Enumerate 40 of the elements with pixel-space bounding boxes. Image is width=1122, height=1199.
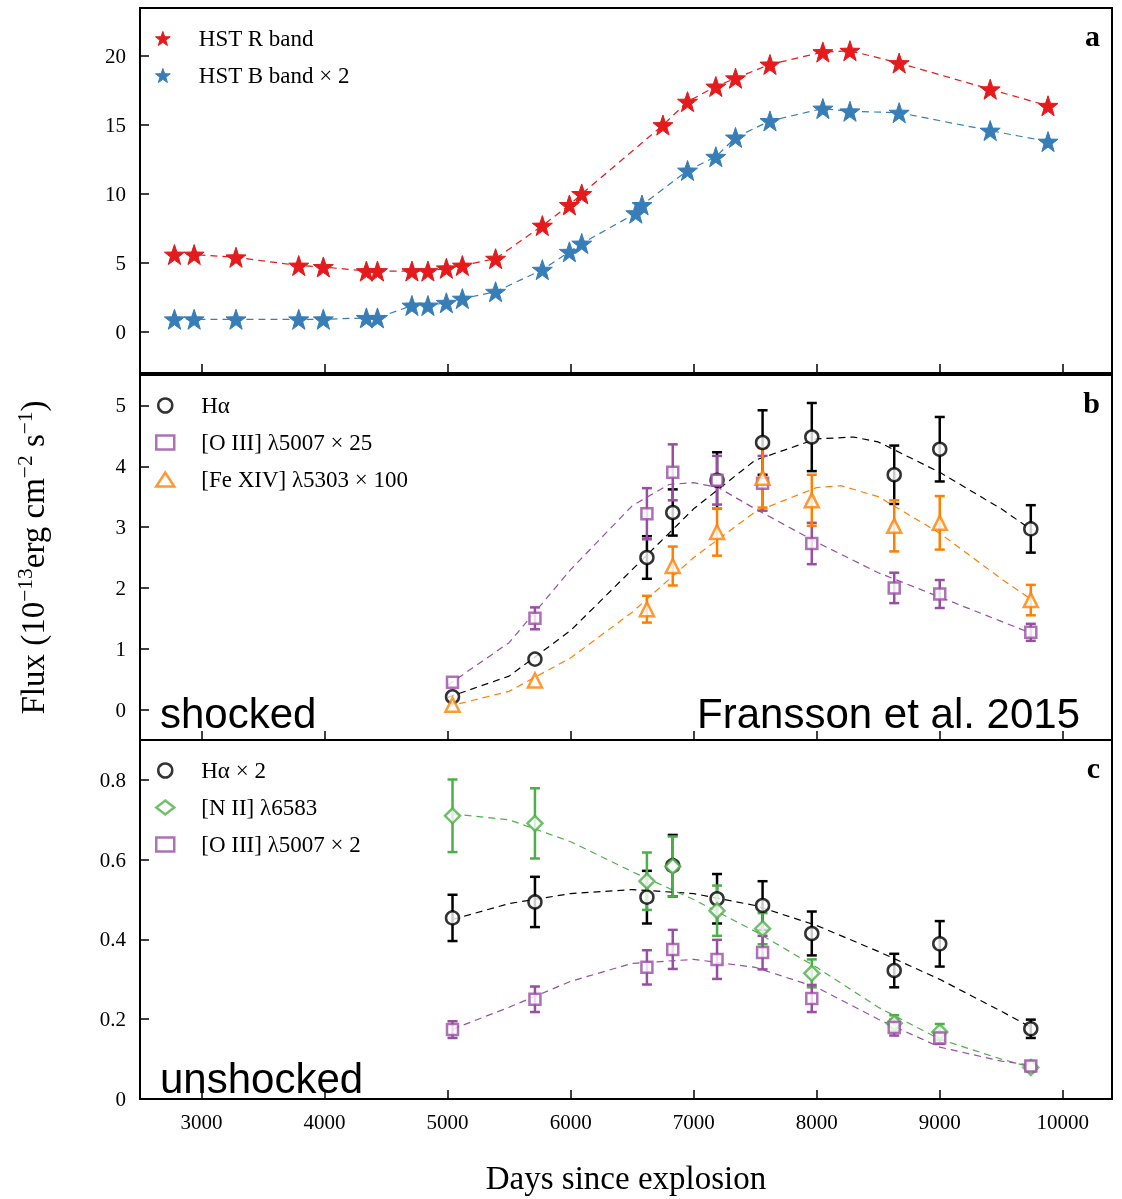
y-tick-label: 5 xyxy=(115,250,126,275)
legend-label: HST B band × 2 xyxy=(198,63,350,88)
y-tick-label: 20 xyxy=(105,44,126,69)
y-tick-label: 0 xyxy=(115,697,126,722)
y-tick-label: 0 xyxy=(115,1087,126,1111)
legend-label: Hα × 2 xyxy=(201,758,266,783)
chart-title: c xyxy=(1086,750,1101,784)
y-tick-label: 1 xyxy=(115,636,126,661)
y-axis-title: Flux (10−13erg cm−2 s−1) xyxy=(13,400,53,715)
y-tick-label: 10 xyxy=(105,181,126,206)
y-tick-label: 15 xyxy=(105,113,126,138)
y-tick-label: 3 xyxy=(115,515,126,540)
annotation: shocked xyxy=(160,689,317,737)
y-tick-label: 2 xyxy=(115,575,126,600)
x-tick-label: 8000 xyxy=(795,1109,838,1134)
chart-title: a xyxy=(1085,18,1100,52)
annotation: Fransson et al. 2015 xyxy=(697,689,1080,737)
annotation: unshocked xyxy=(160,1054,364,1102)
x-tick-label: 3000 xyxy=(180,1109,223,1134)
y-tick-label: 0.2 xyxy=(99,1007,126,1032)
legend-label: HST R band xyxy=(198,26,314,51)
legend-label: [O III] λ5007 × 2 xyxy=(201,832,361,857)
y-tick-label: 4 xyxy=(115,454,127,479)
x-tick-label: 6000 xyxy=(549,1109,592,1134)
y-tick-label: 0 xyxy=(115,319,126,344)
x-tick-label: 7000 xyxy=(672,1109,715,1134)
legend-label: [N II] λ6583 xyxy=(201,795,318,820)
x-axis-title: Days since explosion xyxy=(485,1159,767,1196)
legend-label: [Fe XIV] λ5303 × 100 xyxy=(201,467,409,492)
legend-label: [O III] λ5007 × 25 xyxy=(201,430,373,455)
x-tick-label: 9000 xyxy=(918,1109,961,1134)
y-tick-label: 0.8 xyxy=(99,767,126,792)
y-tick-label: 5 xyxy=(115,393,126,418)
y-tick-label: 0.6 xyxy=(99,847,126,872)
x-tick-label: 10000 xyxy=(1036,1109,1090,1134)
x-tick-label: 4000 xyxy=(303,1109,346,1134)
chart-title: b xyxy=(1083,385,1100,419)
y-tick-label: 0.4 xyxy=(99,927,127,952)
x-tick-label: 5000 xyxy=(426,1109,469,1134)
legend-label: Hα xyxy=(201,393,230,418)
